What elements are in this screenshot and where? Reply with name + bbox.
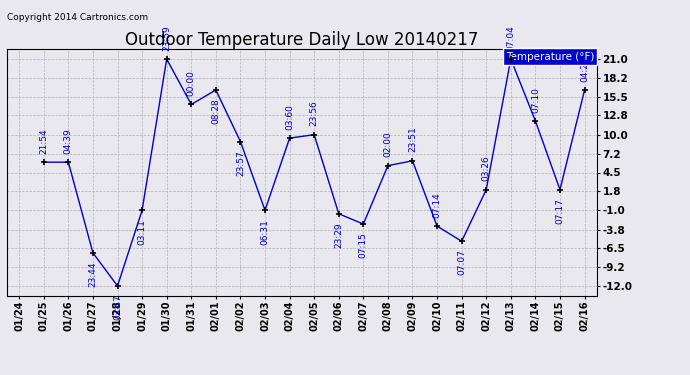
Text: 07:04: 07:04	[506, 25, 515, 51]
Text: 21:54: 21:54	[39, 128, 48, 154]
Text: 23:51: 23:51	[408, 127, 417, 153]
Text: 04:39: 04:39	[64, 128, 73, 154]
Text: 03:11: 03:11	[137, 219, 146, 245]
Text: 07:07: 07:07	[457, 250, 466, 276]
Text: 23:29: 23:29	[334, 222, 343, 248]
Text: 02:00: 02:00	[384, 132, 393, 157]
Text: 06:31: 06:31	[261, 219, 270, 245]
Text: Temperature (°F): Temperature (°F)	[506, 51, 594, 62]
Text: Copyright 2014 Cartronics.com: Copyright 2014 Cartronics.com	[7, 13, 148, 22]
Text: 00:00: 00:00	[187, 70, 196, 96]
Text: 07:15: 07:15	[359, 232, 368, 258]
Text: 03:47: 03:47	[113, 294, 122, 320]
Text: 03:60: 03:60	[285, 104, 294, 130]
Text: 23:57: 23:57	[236, 150, 245, 176]
Text: 08:28: 08:28	[211, 98, 220, 124]
Text: 07:14: 07:14	[433, 192, 442, 218]
Text: 04:27: 04:27	[580, 56, 589, 82]
Text: 23:59: 23:59	[162, 25, 171, 51]
Text: 23:56: 23:56	[310, 100, 319, 126]
Text: 23:44: 23:44	[88, 261, 97, 287]
Text: 03:26: 03:26	[482, 156, 491, 182]
Text: 07:17: 07:17	[555, 198, 564, 224]
Title: Outdoor Temperature Daily Low 20140217: Outdoor Temperature Daily Low 20140217	[125, 31, 479, 49]
Text: 07:10: 07:10	[531, 87, 540, 112]
